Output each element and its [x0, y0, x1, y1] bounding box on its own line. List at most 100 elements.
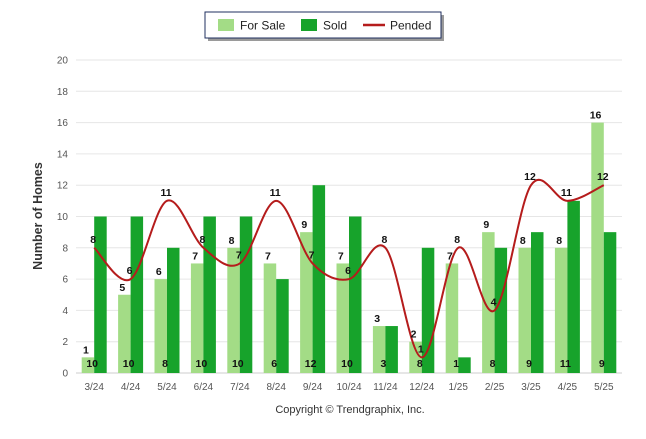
- bar-for-sale: [445, 263, 459, 373]
- bar-for-sale: [336, 263, 349, 373]
- bar-sold: [167, 247, 180, 373]
- legend-label-for-sale: For Sale: [240, 19, 286, 33]
- legend: For Sale Sold Pended: [204, 11, 444, 41]
- data-label-pended: 6: [127, 265, 133, 277]
- x-tick-label: 4/24: [121, 382, 141, 393]
- data-label-pended: 11: [561, 187, 572, 199]
- data-label-sold: 11: [560, 358, 571, 370]
- data-label-pended: 8: [199, 234, 205, 246]
- data-label-for-sale: 3: [374, 313, 380, 325]
- data-label-for-sale: 9: [483, 219, 489, 231]
- y-tick-label: 12: [57, 181, 69, 192]
- bar-sold: [603, 232, 617, 373]
- bar-for-sale: [81, 357, 95, 373]
- bar-for-sale: [409, 341, 422, 373]
- data-label-sold: 9: [599, 358, 605, 370]
- data-label-sold: 10: [232, 358, 244, 370]
- copyright-text: Copyright © Trendgraphix, Inc.: [275, 404, 424, 416]
- data-label-sold: 8: [162, 358, 168, 370]
- bar-for-sale: [190, 263, 204, 373]
- bar-for-sale: [518, 247, 531, 373]
- data-label-pended: 1: [418, 343, 424, 355]
- data-label-pended: 4: [491, 296, 497, 308]
- data-label-for-sale: 7: [338, 250, 344, 262]
- legend-swatch-sold: [301, 19, 317, 31]
- x-tick-label: 2/25: [485, 382, 505, 393]
- bar-for-sale: [554, 247, 568, 373]
- bar-for-sale: [263, 263, 277, 373]
- data-label-pended: 8: [381, 234, 387, 246]
- data-label-for-sale: 8: [229, 235, 235, 247]
- data-label-for-sale: 7: [447, 250, 453, 262]
- data-label-for-sale: 1: [83, 344, 89, 356]
- bar-for-sale: [300, 232, 313, 373]
- y-tick-label: 4: [62, 306, 68, 317]
- bar-for-sale: [154, 279, 167, 373]
- data-label-sold: 3: [380, 358, 386, 370]
- y-tick-label: 10: [57, 212, 69, 223]
- y-axis-label: Number of Homes: [31, 162, 45, 270]
- pended-line: [93, 178, 605, 359]
- data-label-sold: 10: [86, 358, 98, 370]
- bar-for-sale: [591, 122, 604, 373]
- x-tick-label: 11/24: [373, 382, 398, 393]
- data-label-for-sale: 7: [192, 250, 198, 262]
- data-label-pended: 11: [270, 187, 281, 199]
- bar-sold: [239, 216, 253, 373]
- bar-sold: [312, 185, 326, 373]
- line-layer: [93, 178, 605, 359]
- data-label-pended: 11: [160, 187, 171, 199]
- x-tick-label: 7/24: [230, 382, 250, 393]
- x-tick-label: 1/25: [448, 382, 468, 393]
- data-label-pended: 7: [309, 249, 315, 261]
- x-tick-label: 10/24: [336, 382, 361, 393]
- x-tick-label: 5/24: [157, 382, 177, 393]
- y-tick-label: 2: [62, 337, 68, 348]
- data-label-sold: 8: [490, 358, 496, 370]
- data-label-for-sale: 9: [301, 219, 307, 231]
- data-label-sold: 10: [196, 358, 208, 370]
- legend-label-sold: Sold: [323, 19, 347, 33]
- y-tick-label: 6: [62, 275, 68, 286]
- data-label-sold: 9: [526, 358, 532, 370]
- y-tick-label: 14: [57, 149, 69, 160]
- bar-sold: [349, 216, 362, 373]
- data-label-for-sale: 16: [590, 110, 602, 122]
- x-tick-label: 8/24: [266, 382, 286, 393]
- data-label-sold: 10: [123, 358, 135, 370]
- data-label-pended: 6: [345, 265, 351, 277]
- data-label-sold: 1: [453, 358, 459, 370]
- data-label-pended: 8: [454, 234, 460, 246]
- x-tick-label: 3/25: [521, 382, 541, 393]
- y-tick-label: 16: [57, 118, 69, 129]
- x-tick-label: 6/24: [194, 382, 214, 393]
- legend-swatch-for-sale: [218, 19, 234, 31]
- y-tick-label: 20: [57, 56, 69, 67]
- data-label-for-sale: 7: [265, 250, 271, 262]
- bar-sold: [494, 247, 508, 373]
- bar-sold: [458, 357, 471, 373]
- bar-sold: [385, 326, 398, 373]
- bar-sold: [531, 232, 544, 373]
- data-label-for-sale: 2: [411, 329, 417, 341]
- x-tick-label: 12/24: [409, 382, 434, 393]
- data-label-for-sale: 8: [520, 235, 526, 247]
- data-label-for-sale: 5: [119, 282, 125, 294]
- legend-label-pended: Pended: [390, 19, 431, 33]
- bar-for-sale: [227, 247, 240, 373]
- data-label-pended: 12: [597, 171, 609, 183]
- x-tick-label: 3/24: [84, 382, 104, 393]
- data-label-for-sale: 6: [156, 266, 162, 278]
- bar-sold: [94, 216, 107, 373]
- y-tick-label: 18: [57, 87, 69, 98]
- data-label-sold: 8: [417, 358, 423, 370]
- data-label-sold: 10: [341, 358, 353, 370]
- data-label-sold: 12: [305, 358, 317, 370]
- data-label-for-sale: 8: [556, 235, 562, 247]
- data-label-pended: 8: [90, 234, 96, 246]
- legend-box: [204, 11, 442, 39]
- x-tick-label: 5/25: [594, 382, 614, 393]
